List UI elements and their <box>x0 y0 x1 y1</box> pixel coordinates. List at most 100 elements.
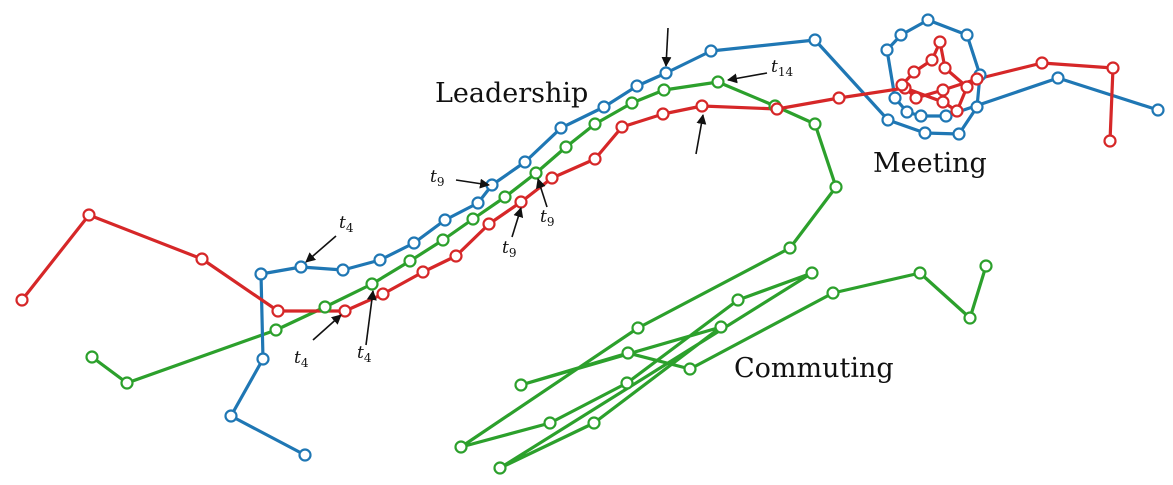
blue-trajectory-point <box>888 91 902 105</box>
red-trajectory-point <box>449 249 463 263</box>
arrow-blue-t9 <box>455 178 490 189</box>
time-label-green-t14: t14 <box>771 57 793 79</box>
blue-trajectory-point <box>960 28 974 42</box>
blue-trajectory-point <box>597 100 611 114</box>
red-trajectory-point <box>695 99 709 113</box>
arrow-green-t4 <box>365 290 377 346</box>
red-trajectory-point <box>376 287 390 301</box>
green-trajectory-point <box>365 277 379 291</box>
green-trajectory-point <box>826 286 840 300</box>
red-trajectory-point <box>832 91 846 105</box>
green-trajectory-point <box>493 461 507 475</box>
blue-trajectory-point <box>952 127 966 141</box>
blue-trajectory-point <box>659 66 673 80</box>
blue-trajectory-point <box>438 213 452 227</box>
blue-trajectory-point <box>630 79 644 93</box>
red-trajectory-point <box>970 72 984 86</box>
blue-trajectory-point <box>554 121 568 135</box>
blue-trajectory-point <box>298 448 312 462</box>
red-trajectory-point <box>482 217 496 231</box>
blue-trajectory-point <box>914 109 928 123</box>
red-trajectory-point <box>960 80 974 94</box>
red-trajectory-point <box>338 304 352 318</box>
arrow-blue-top <box>661 27 672 67</box>
green-trajectory-point <box>631 321 645 335</box>
red-trajectory-point <box>907 65 921 79</box>
red-trajectory-point <box>936 83 950 97</box>
green-trajectory-point <box>269 323 283 337</box>
green-trajectory-point <box>731 293 745 307</box>
green-trajectory-point <box>559 140 573 154</box>
red-trajectory-point <box>416 265 430 279</box>
green-trajectory-point <box>913 266 927 280</box>
time-label-blue-t4: t4 <box>339 213 354 235</box>
blue-trajectory-point <box>518 155 532 169</box>
red-trajectory-point <box>195 252 209 266</box>
time-label-blue-t9: t9 <box>430 167 444 189</box>
blue-trajectory-point <box>407 236 421 250</box>
green-trajectory-point <box>466 212 480 226</box>
green-trajectory-point <box>436 233 450 247</box>
blue-trajectory-point <box>939 109 953 123</box>
red-trajectory-point <box>925 53 939 67</box>
blue-trajectory-point <box>256 352 270 366</box>
label-meeting: Meeting <box>873 148 987 179</box>
red-trajectory-point <box>1103 134 1117 148</box>
red-trajectory-point <box>514 195 528 209</box>
green-trajectory-point <box>318 300 332 314</box>
green-trajectory-point <box>498 190 512 204</box>
green-trajectory-point <box>403 254 417 268</box>
green-trajectory-point <box>805 266 819 280</box>
red-trajectory-point <box>615 120 629 134</box>
blue-trajectory-point <box>224 409 238 423</box>
arrow-red-top <box>695 114 707 155</box>
green-trajectory-point <box>657 83 671 97</box>
green-trajectory-point <box>454 440 468 454</box>
red-trajectory-point <box>770 102 784 116</box>
blue-trajectory-point <box>918 126 932 140</box>
red-trajectory-point <box>1106 61 1120 75</box>
label-leadership: Leadership <box>435 78 588 109</box>
green-trajectory-point <box>683 362 697 376</box>
green-trajectory-point <box>783 241 797 255</box>
time-label-green-t4: t4 <box>357 343 372 365</box>
blue-trajectory-point <box>894 28 908 42</box>
red-trajectory-point <box>656 107 670 121</box>
blue-trajectory-point <box>921 13 935 27</box>
red-trajectory-point <box>895 78 909 92</box>
green-trajectory-point <box>120 376 134 390</box>
blue-trajectory-point <box>881 113 895 127</box>
green-trajectory-point <box>711 75 725 89</box>
red-trajectory-point <box>950 104 964 118</box>
time-label-green-t9: t9 <box>540 207 554 229</box>
green-trajectory-point <box>808 117 822 131</box>
red-trajectory-point <box>545 171 559 185</box>
green-trajectory-point <box>979 259 993 273</box>
time-label-red-t4: t4 <box>294 348 309 370</box>
green-trajectory-point <box>587 416 601 430</box>
green-trajectory-point <box>514 378 528 392</box>
green-trajectory-point <box>621 346 635 360</box>
red-trajectory-point <box>271 304 285 318</box>
red-trajectory-point <box>588 152 602 166</box>
arrow-red-t9 <box>511 207 524 238</box>
green-trajectory-point <box>529 166 543 180</box>
time-label-red-t9: t9 <box>502 238 516 260</box>
red-trajectory-point <box>938 61 952 75</box>
time-mark-labels: t4 t4 t4 t9 t9 t9 t14 <box>294 57 793 370</box>
annotation-arrows <box>305 27 768 346</box>
green-trajectory-point <box>620 376 634 390</box>
green-trajectory-point <box>588 117 602 131</box>
label-commuting: Commuting <box>734 353 894 384</box>
green-trajectory-point <box>963 311 977 325</box>
red-trajectory-point <box>936 95 950 109</box>
blue-trajectory-point <box>808 33 822 47</box>
red-trajectory-point <box>909 91 923 105</box>
red-trajectory-point <box>82 208 96 222</box>
blue-trajectory-point <box>294 260 308 274</box>
blue-trajectory-point <box>880 43 894 57</box>
green-trajectory-point <box>829 180 843 194</box>
arrow-red-t4 <box>312 314 342 341</box>
green-trajectory-point <box>85 350 99 364</box>
